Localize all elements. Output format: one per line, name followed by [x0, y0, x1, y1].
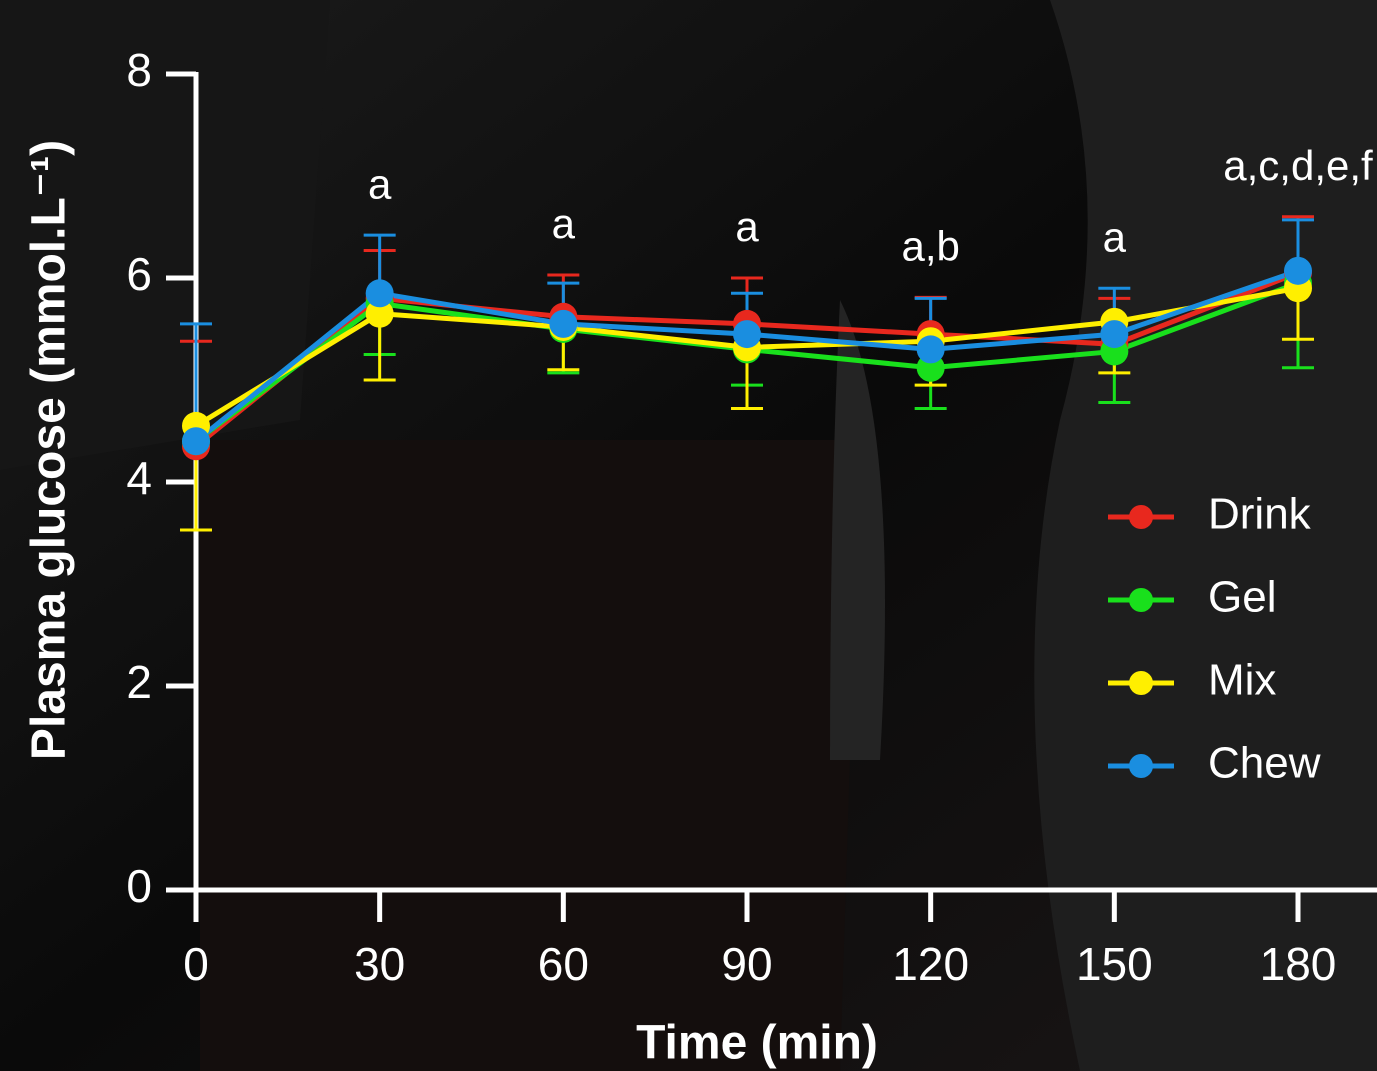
- data-point: [1100, 320, 1128, 348]
- data-point: [917, 335, 945, 363]
- annotation: a: [552, 200, 576, 247]
- y-tick-label: 4: [126, 452, 152, 504]
- x-tick-label: 0: [183, 938, 209, 990]
- x-tick-label: 60: [538, 938, 589, 990]
- x-tick-label: 180: [1260, 938, 1337, 990]
- x-tick-label: 150: [1076, 938, 1153, 990]
- x-axis-title: Time (min): [636, 1017, 878, 1070]
- x-tick-label: 90: [721, 938, 772, 990]
- y-tick-label: 8: [126, 44, 152, 96]
- data-point: [366, 279, 394, 307]
- data-point: [1284, 257, 1312, 285]
- data-point: [549, 310, 577, 338]
- data-point: [182, 427, 210, 455]
- legend-label: Chew: [1208, 739, 1321, 788]
- x-tick-label: 120: [892, 938, 969, 990]
- x-tick-label: 30: [354, 938, 405, 990]
- chart: 0 2 4 6 8 0 30 60 90 120 150 180 Time (min) Plasma gl…: [0, 0, 1377, 1071]
- annotation: a: [368, 160, 392, 207]
- annotation: a,b: [901, 222, 959, 269]
- y-axis-title: Plasma glucose (mmol.L⁻¹): [23, 140, 76, 760]
- legend-label: Gel: [1208, 573, 1276, 622]
- legend-marker: [1129, 754, 1153, 778]
- y-tick-label: 0: [126, 860, 152, 912]
- legend-marker: [1129, 588, 1153, 612]
- annotation: a: [1103, 213, 1127, 260]
- legend-label: Mix: [1208, 656, 1276, 705]
- y-tick-label: 6: [126, 248, 152, 300]
- page: 0 2 4 6 8 0 30 60 90 120 150 180 Time (min) Plasma gl…: [0, 0, 1377, 1071]
- annotation: a,c,d,e,f: [1223, 142, 1373, 189]
- data-point: [733, 320, 761, 348]
- y-tick-label: 2: [126, 656, 152, 708]
- legend-marker: [1129, 505, 1153, 529]
- legend-label: Drink: [1208, 490, 1312, 539]
- legend-marker: [1129, 671, 1153, 695]
- annotation: a: [735, 203, 759, 250]
